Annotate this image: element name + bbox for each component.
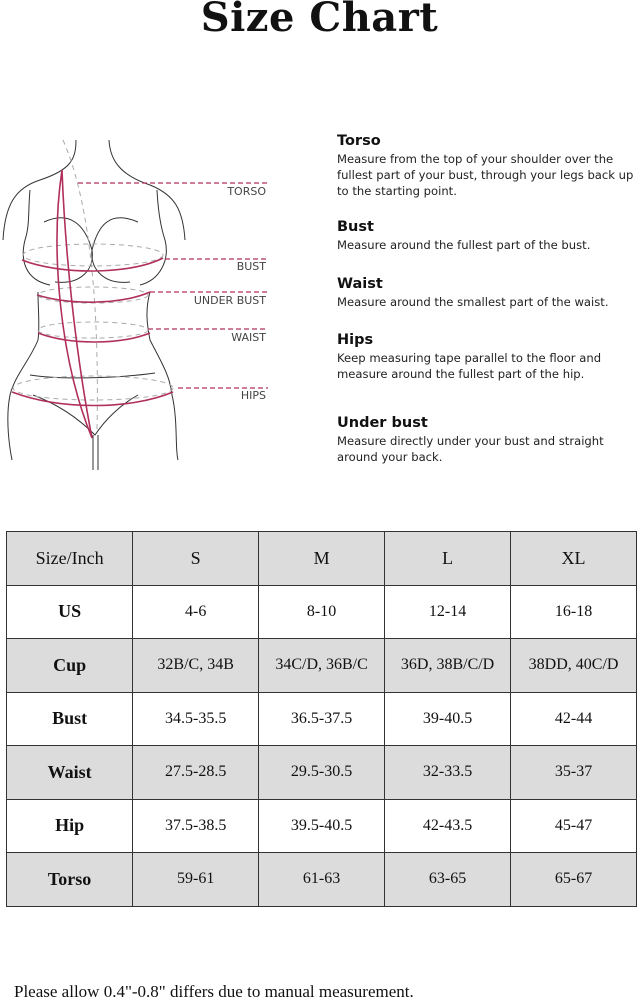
- table-cell: 38DD, 40C/D: [510, 638, 637, 693]
- measurement-hips: Hips Keep measuring tape parallel to the…: [337, 332, 637, 382]
- header-cell: L: [384, 531, 512, 586]
- measurement-text: Keep measuring tape parallel to the floo…: [337, 351, 602, 381]
- table-cell: 37.5-38.5: [132, 798, 260, 853]
- measurement-heading: Hips: [337, 332, 374, 348]
- table-cell: 45-47: [510, 798, 637, 853]
- measurement-torso: Torso Measure from the top of your shoul…: [337, 133, 637, 199]
- measurement-heading: Torso: [337, 133, 381, 149]
- figure-label-torso: TORSO: [226, 185, 266, 198]
- table-cell: 59-61: [132, 852, 260, 907]
- measurement-heading: Bust: [337, 219, 374, 235]
- row-header: Hip: [5, 798, 134, 853]
- page-title: Size Chart: [200, 0, 439, 41]
- table-cell: 16-18: [510, 584, 637, 639]
- table-cell: 36.5-37.5: [258, 691, 386, 746]
- table-cell: 29.5-30.5: [258, 745, 386, 800]
- measurement-heading: Under bust: [337, 415, 428, 431]
- header-cell: Size/Inch: [5, 531, 134, 586]
- table-cell: 32-33.5: [384, 745, 512, 800]
- table-cell: 32B/C, 34B: [132, 638, 260, 693]
- table-cell: 12-14: [384, 584, 512, 639]
- figure-label-under-bust: UNDER BUST: [194, 294, 266, 307]
- row-header: US: [5, 584, 134, 639]
- measurement-text: Measure from the top of your shoulder ov…: [337, 152, 634, 198]
- table-row: Torso 59-61 61-63 63-65 65-67: [5, 852, 637, 907]
- table-cell: 8-10: [258, 584, 386, 639]
- header-cell: XL: [510, 531, 637, 586]
- measurement-waist: Waist Measure around the smallest part o…: [337, 276, 637, 310]
- measurement-text: Measure around the fullest part of the b…: [337, 238, 591, 252]
- table-cell: 39-40.5: [384, 691, 512, 746]
- table-cell: 27.5-28.5: [132, 745, 260, 800]
- table-row: Hip 37.5-38.5 39.5-40.5 42-43.5 45-47: [5, 798, 637, 853]
- header-cell: M: [258, 531, 386, 586]
- row-header: Waist: [5, 745, 134, 800]
- measurement-heading: Waist: [337, 276, 383, 292]
- body-measurement-figure: TORSO BUST UNDER BUST WAIST HIPS: [2, 139, 268, 470]
- measurement-under-bust: Under bust Measure directly under your b…: [337, 415, 637, 465]
- table-row: US 4-6 8-10 12-14 16-18: [5, 584, 637, 639]
- measurement-text: Measure directly under your bust and str…: [337, 434, 604, 464]
- table-header-row: Size/Inch S M L XL: [5, 531, 637, 586]
- size-table: Size/Inch S M L XL US 4-6 8-10 12-14 16-…: [5, 531, 637, 907]
- header-cell: S: [132, 531, 260, 586]
- table-cell: 34.5-35.5: [132, 691, 260, 746]
- table-cell: 61-63: [258, 852, 386, 907]
- table-row: Waist 27.5-28.5 29.5-30.5 32-33.5 35-37: [5, 745, 637, 800]
- table-row: Bust 34.5-35.5 36.5-37.5 39-40.5 42-44: [5, 691, 637, 746]
- measurement-note: Please allow 0.4"-0.8" differs due to ma…: [14, 982, 414, 1001]
- table-cell: 42-43.5: [384, 798, 512, 853]
- row-header: Bust: [5, 691, 134, 746]
- figure-label-hips: HIPS: [241, 389, 266, 402]
- table-cell: 63-65: [384, 852, 512, 907]
- table-cell: 39.5-40.5: [258, 798, 386, 853]
- table-row: Cup 32B/C, 34B 34C/D, 36B/C 36D, 38B/C/D…: [5, 638, 637, 693]
- table-cell: 36D, 38B/C/D: [384, 638, 512, 693]
- measurement-bust: Bust Measure around the fullest part of …: [337, 219, 637, 253]
- figure-label-waist: WAIST: [231, 331, 266, 344]
- measurement-text: Measure around the smallest part of the …: [337, 295, 609, 309]
- table-cell: 4-6: [132, 584, 260, 639]
- table-cell: 35-37: [510, 745, 637, 800]
- table-cell: 34C/D, 36B/C: [258, 638, 386, 693]
- table-cell: 65-67: [510, 852, 637, 907]
- row-header: Torso: [5, 852, 134, 907]
- row-header: Cup: [5, 638, 134, 693]
- table-cell: 42-44: [510, 691, 637, 746]
- figure-label-bust: BUST: [237, 260, 267, 273]
